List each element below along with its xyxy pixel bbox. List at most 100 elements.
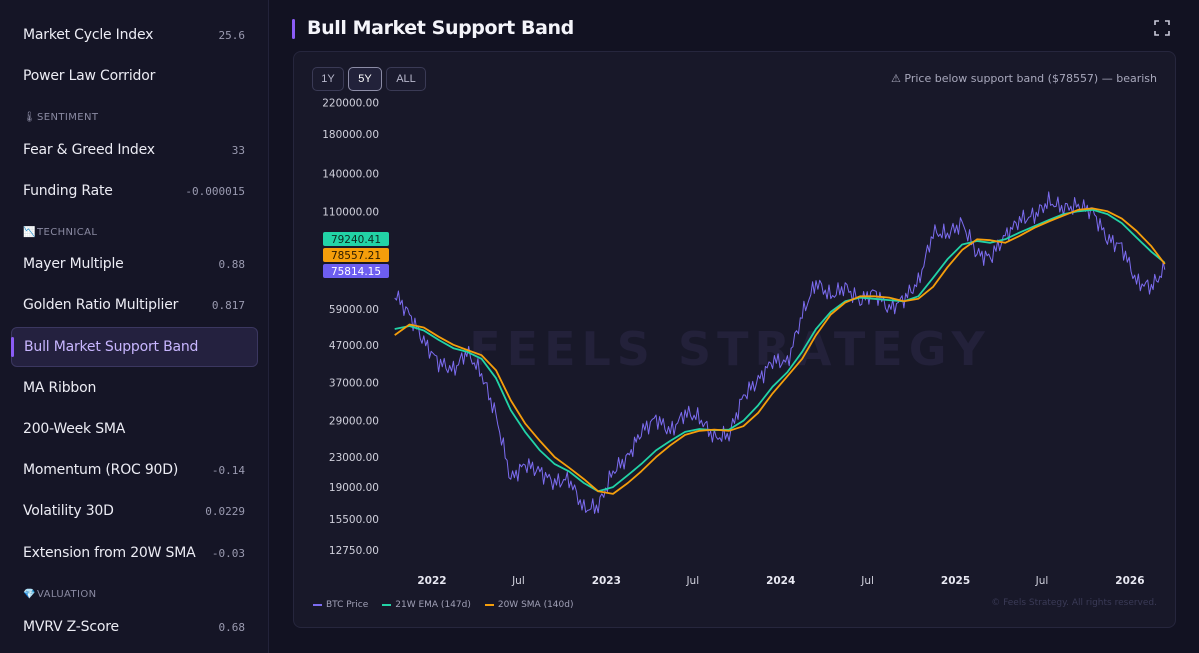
sidebar-item-value: -0.14 (211, 463, 245, 477)
sidebar-item-mvrv-z-score[interactable]: MVRV Z-Score 0.68 (11, 607, 258, 647)
sidebar-item-power-law-corridor[interactable]: Power Law Corridor (11, 56, 258, 96)
sidebar-item-value: 25.6 (218, 28, 246, 42)
sidebar-item-value: 0.817 (211, 298, 245, 312)
section-sentiment: 🌡 SENTIMENT (23, 112, 98, 123)
last-value-tag-sma (323, 248, 389, 262)
y-tick-label: 180000.00 (322, 129, 379, 141)
x-tick-label: 2023 (592, 575, 621, 587)
sidebar-item-market-cycle-index[interactable]: Market Cycle Index 25.6 (11, 15, 258, 55)
watermark-text: FEELS STRATEGY (469, 322, 991, 376)
sidebar-item-mayer-multiple[interactable]: Mayer Multiple 0.88 (11, 244, 258, 284)
sidebar-item-label: Golden Ratio Multiplier (23, 297, 179, 313)
series-line-sma (394, 207, 1166, 495)
thermometer-icon: 🌡 (23, 112, 37, 123)
sidebar-item-value: 0.88 (218, 257, 246, 271)
sidebar-item-value: 33 (231, 143, 245, 157)
y-tick-label: 23000.00 (329, 452, 379, 464)
series-line-ema (394, 208, 1166, 493)
y-tick-label: 110000.00 (322, 206, 379, 218)
x-tick-label: Jul (1035, 575, 1049, 587)
sidebar-item-label: 200-Week SMA (23, 421, 126, 437)
legend: BTC Price 21W EMA (147d) 20W SMA (140d) (313, 600, 573, 610)
last-value-tag-ema (323, 232, 389, 246)
sidebar-item-label: Fear & Greed Index (23, 142, 155, 158)
section-title: VALUATION (37, 589, 97, 600)
y-tick-label: 12750.00 (329, 545, 379, 557)
sidebar-item-value: -0.000015 (185, 184, 245, 198)
last-value-text-ema: 79240.41 (331, 234, 381, 246)
copyright-text: © Feels Strategy. All rights reserved. (991, 598, 1157, 608)
chart-panel (293, 51, 1176, 628)
sidebar-item-funding-rate[interactable]: Funding Rate -0.000015 (11, 171, 258, 211)
sidebar-item-bull-market-support-band[interactable]: Bull Market Support Band (11, 327, 258, 367)
y-axis: 220000.00 180000.00 140000.00 110000.00 5900… (322, 97, 379, 556)
legend-label: 20W SMA (140d) (497, 600, 574, 610)
last-value-text-sma: 78557.21 (331, 250, 381, 262)
sidebar-item-value: 0.0229 (205, 504, 245, 518)
sidebar: Market Cycle Index 25.6 Power Law Corrid… (0, 0, 269, 653)
chart-down-icon: 📉 (23, 227, 36, 238)
legend-item-sma: 20W SMA (140d) (484, 600, 574, 610)
section-technical: 📉 TECHNICAL (23, 227, 97, 238)
x-axis: 2022 Jul 2023 Jul 2024 Jul 2025 Jul 2026 (417, 575, 1144, 587)
sidebar-item-200-week-sma[interactable]: 200-Week SMA (11, 409, 258, 449)
sidebar-item-label: Volatility 30D (23, 503, 114, 519)
last-value-tags: 79240.41 78557.21 75814.15 (323, 232, 389, 278)
last-value-text-price: 75814.15 (331, 266, 381, 278)
legend-label: BTC Price (326, 600, 369, 610)
sidebar-item-fear-greed[interactable]: Fear & Greed Index 33 (11, 130, 258, 170)
series-line-price (394, 191, 1166, 514)
y-tick-label: 47000.00 (329, 340, 379, 352)
legend-label: 21W EMA (147d) (395, 600, 471, 610)
sidebar-item-extension-20w[interactable]: Extension from 20W SMA -0.03 (11, 533, 258, 573)
sidebar-item-value: 0.68 (218, 620, 246, 634)
y-tick-label: 15500.00 (329, 514, 379, 526)
sidebar-item-label: Market Cycle Index (23, 27, 154, 43)
expand-icon[interactable] (1154, 20, 1170, 36)
title-accent-bar (292, 19, 295, 39)
range-button-all[interactable]: ALL (386, 67, 426, 91)
y-tick-label: 37000.00 (329, 377, 379, 389)
sidebar-item-golden-ratio[interactable]: Golden Ratio Multiplier 0.817 (11, 285, 258, 325)
y-tick-label: 140000.00 (322, 168, 379, 180)
sidebar-item-ma-ribbon[interactable]: MA Ribbon (11, 368, 258, 408)
sidebar-item-label: Mayer Multiple (23, 256, 124, 272)
plot-lines (394, 191, 1166, 514)
section-title: TECHNICAL (37, 227, 98, 238)
page-title: Bull Market Support Band (307, 17, 574, 39)
sidebar-item-label: Power Law Corridor (23, 68, 156, 84)
sidebar-item-value: -0.03 (211, 546, 245, 560)
y-tick-label: 19000.00 (329, 482, 379, 494)
y-tick-label: 29000.00 (329, 416, 379, 428)
status-message: ⚠ Price below support band ($78557) — be… (891, 72, 1157, 85)
legend-swatch (382, 604, 392, 606)
sidebar-item-label: Funding Rate (23, 183, 113, 199)
x-tick-label: 2025 (941, 575, 970, 587)
legend-item-price: BTC Price (313, 600, 368, 610)
legend-swatch (484, 604, 494, 606)
diamond-icon: 💎 (23, 589, 36, 600)
y-tick-label: 59000.00 (329, 304, 379, 316)
sidebar-item-label: MVRV Z-Score (23, 619, 119, 635)
sidebar-item-label: Momentum (ROC 90D) (23, 462, 179, 478)
sidebar-item-momentum[interactable]: Momentum (ROC 90D) -0.14 (11, 450, 258, 490)
sidebar-item-volatility[interactable]: Volatility 30D 0.0229 (11, 491, 258, 531)
sidebar-item-label: MA Ribbon (23, 380, 97, 396)
x-tick-label: 2024 (766, 575, 795, 587)
range-button-1y[interactable]: 1Y (312, 67, 344, 91)
x-tick-label: Jul (511, 575, 525, 587)
x-tick-label: 2026 (1115, 575, 1144, 587)
last-value-tag-price (323, 264, 389, 278)
section-valuation: 💎 VALUATION (23, 589, 97, 600)
y-tick-label: 220000.00 (322, 97, 379, 109)
x-tick-label: Jul (685, 575, 699, 587)
legend-swatch (313, 604, 322, 606)
range-button-5y[interactable]: 5Y (348, 67, 382, 91)
x-tick-label: 2022 (417, 575, 446, 587)
sidebar-item-label: Extension from 20W SMA (23, 545, 196, 561)
legend-item-ema: 21W EMA (147d) (382, 600, 471, 610)
section-title: SENTIMENT (37, 112, 99, 123)
x-tick-label: Jul (860, 575, 874, 587)
sidebar-item-label: Bull Market Support Band (24, 339, 199, 355)
